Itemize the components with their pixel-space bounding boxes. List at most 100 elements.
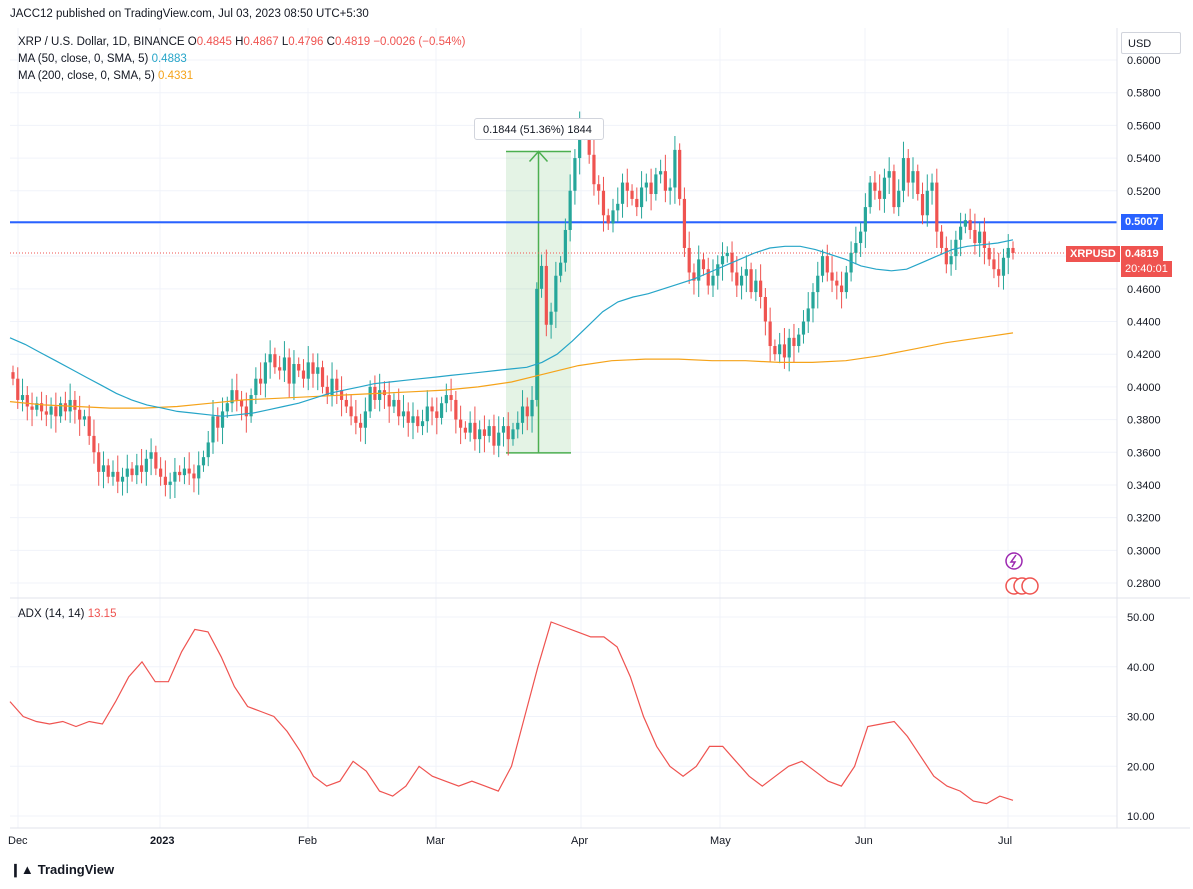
adx-legend[interactable]: ADX (14, 14) 13.15 <box>18 608 116 620</box>
candle-body <box>92 435 96 453</box>
y-tick-label: 0.3400 <box>1127 480 1161 492</box>
ohlc-open-label: O <box>187 36 197 48</box>
y-tick-label: 0.4400 <box>1127 317 1161 329</box>
candle-body <box>506 426 510 440</box>
candle-body <box>1001 257 1006 276</box>
candle-body <box>535 288 539 400</box>
countdown-tag: 20:40:01 <box>1121 261 1172 277</box>
ma50-legend[interactable]: MA (50, close, 0, SMA, 5) 0.4883 <box>18 53 187 65</box>
x-tick-label: Jul <box>998 835 1012 847</box>
ohlc-change: −0.0026 (−0.54%) <box>373 36 466 48</box>
adx-tick-label: 20.00 <box>1127 761 1155 773</box>
candle-body <box>273 354 277 368</box>
candle-body <box>278 367 282 371</box>
adx-tick-label: 40.00 <box>1127 662 1155 674</box>
symbol-title: XRP / U.S. Dollar, 1D, BINANCE <box>18 36 185 48</box>
candle-body <box>844 272 848 293</box>
candle-body <box>801 321 806 335</box>
candle-body <box>430 406 434 412</box>
candle-body <box>211 416 215 443</box>
candle-body <box>244 406 248 417</box>
y-tick-label: 0.4600 <box>1127 284 1161 296</box>
candle-body <box>135 465 139 476</box>
candle-body <box>720 256 725 265</box>
lightning-glyph <box>1009 554 1017 568</box>
x-tick-label: Feb <box>298 835 317 847</box>
candle-body <box>439 403 444 418</box>
candle-body <box>525 406 529 417</box>
currency-button[interactable]: USD <box>1121 32 1181 54</box>
candle-body <box>297 363 301 371</box>
measure-zone <box>506 150 571 454</box>
candle-body <box>306 362 310 379</box>
ohlc-close-label: C <box>326 36 335 48</box>
candle-body <box>116 471 120 482</box>
ma200-legend[interactable]: MA (200, close, 0, SMA, 5) 0.4331 <box>18 70 193 82</box>
candle-body <box>897 190 901 208</box>
y-tick-label: 0.3000 <box>1127 545 1161 557</box>
y-tick-label: 0.5400 <box>1127 153 1161 165</box>
adx-value: 13.15 <box>87 608 117 620</box>
candle-body <box>839 285 844 293</box>
candle-body <box>487 426 491 436</box>
candle-body <box>292 363 296 384</box>
candle-body <box>592 154 596 185</box>
candle-body <box>1006 247 1010 258</box>
candle-body <box>230 390 234 404</box>
candle-body <box>759 280 763 297</box>
candle-body <box>792 337 796 347</box>
candle-body <box>201 457 206 466</box>
candle-body <box>687 247 691 273</box>
candle-body <box>325 386 329 396</box>
y-tick-label: 0.4200 <box>1127 349 1161 361</box>
candle-body <box>482 429 487 436</box>
candle-body <box>463 427 467 433</box>
ohlc-high-label: H <box>235 36 244 48</box>
candle-body <box>882 177 887 199</box>
candle-body <box>544 265 548 325</box>
candle-body <box>578 125 582 159</box>
ma200-value: 0.4331 <box>157 70 194 82</box>
candle-body <box>16 378 20 400</box>
candle-body <box>206 442 210 458</box>
candle-body <box>168 481 172 485</box>
candle-body <box>282 357 287 371</box>
candle-body <box>620 182 625 204</box>
candle-body <box>106 465 110 477</box>
tradingview-logo-text: TradingView <box>37 862 115 877</box>
candle-body <box>501 426 506 433</box>
y-tick-label: 0.6000 <box>1127 55 1161 67</box>
candle-body <box>197 465 201 479</box>
candle-body <box>144 458 148 472</box>
candle-body <box>54 406 58 417</box>
candle-body <box>754 280 758 293</box>
candle-body <box>268 354 272 363</box>
ma50-label: MA (50, close, 0, SMA, 5) <box>18 53 149 65</box>
y-tick-label: 0.3200 <box>1127 513 1161 525</box>
candle-body <box>797 334 801 347</box>
candle-body <box>359 422 363 428</box>
candle-body <box>944 247 948 265</box>
symbol-price-tag: XRPUSD <box>1066 246 1120 262</box>
candle-body <box>11 372 15 379</box>
candle-body <box>559 262 563 276</box>
candle-body <box>906 158 910 183</box>
candle-body <box>82 416 87 420</box>
tradingview-logo[interactable]: ❙▲ TradingView <box>10 862 114 878</box>
candle-body <box>49 406 53 415</box>
candle-body <box>539 265 544 289</box>
candle-body <box>697 259 701 281</box>
adx-tick-label: 30.00 <box>1127 712 1155 724</box>
candle-body <box>939 231 944 248</box>
candle-body <box>449 395 453 400</box>
candle-body <box>344 399 348 407</box>
candle-body <box>330 378 334 396</box>
candle-body <box>711 275 715 286</box>
candle-body <box>63 403 67 412</box>
candle-body <box>892 171 896 208</box>
measure-arrow-head <box>528 150 549 163</box>
candle-body <box>349 406 353 417</box>
candle-body <box>901 158 906 191</box>
candle-body <box>78 409 82 420</box>
